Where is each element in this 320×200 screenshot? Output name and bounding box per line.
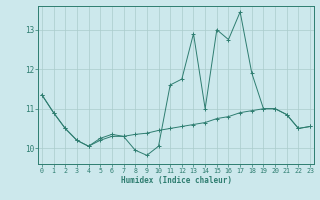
X-axis label: Humidex (Indice chaleur): Humidex (Indice chaleur) bbox=[121, 176, 231, 185]
